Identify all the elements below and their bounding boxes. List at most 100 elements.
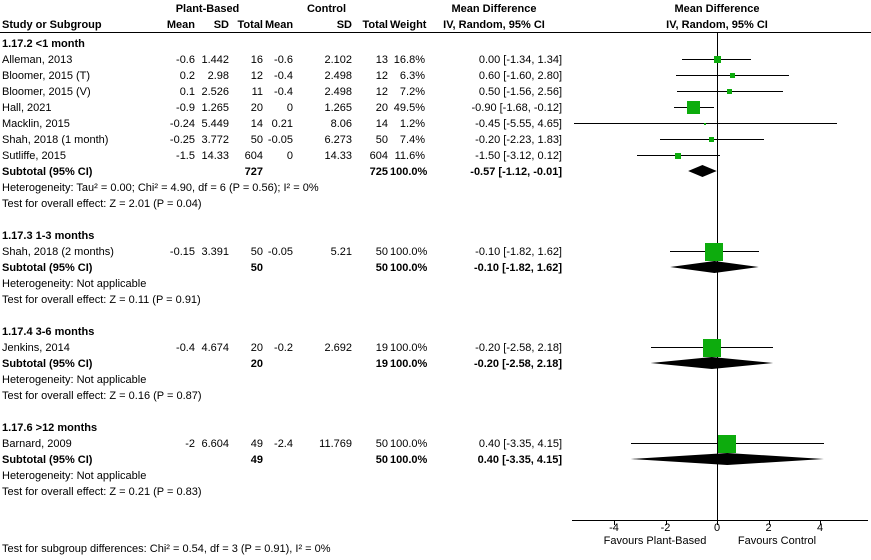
weight-value: 16.8% <box>393 54 425 66</box>
control-mean: -0.4 <box>274 86 293 98</box>
subtotal-label: Subtotal (95% CI) <box>2 262 93 274</box>
overall-effect-text: Test for overall effect: Z = 0.11 (P = 0… <box>2 294 201 306</box>
subtotal-ci-text: -0.20 [-2.58, 2.18] <box>473 358 562 370</box>
subtotal-plant-total: 20 <box>250 358 263 370</box>
control-total: 12 <box>375 70 388 82</box>
subgroup-title: 1.17.6 >12 months <box>2 422 98 434</box>
subtotal-ci-text: -0.57 [-1.12, -0.01] <box>470 166 562 178</box>
plant-sd: 2.526 <box>201 86 229 98</box>
ci-text: -0.20 [-2.23, 1.83] <box>475 134 562 146</box>
control-mean: 0 <box>286 150 293 162</box>
subtotal-control-total: 19 <box>375 358 388 370</box>
control-total: 50 <box>375 438 388 450</box>
group1-header: Plant-Based <box>175 3 240 15</box>
control-mean: 0.21 <box>271 118 293 130</box>
control-mean: -0.05 <box>267 134 293 146</box>
plant-mean: -0.9 <box>176 102 195 114</box>
control-mean: -0.4 <box>274 70 293 82</box>
control-total-header: Total <box>362 19 388 31</box>
control-total: 19 <box>375 342 388 354</box>
study-name: Bloomer, 2015 (V) <box>2 86 91 98</box>
heterogeneity-text: Heterogeneity: Not applicable <box>2 278 147 290</box>
study-row: Alleman, 2013 -0.6 1.442 16 -0.6 2.102 13 16.8%… <box>0 52 871 68</box>
md-column-header-line2: IV, Random, 95% CI <box>443 19 545 31</box>
control-total: 50 <box>375 246 388 258</box>
plant-total: 11 <box>251 86 263 98</box>
study-name: Macklin, 2015 <box>2 118 70 130</box>
favours-right-label: Favours Control <box>737 535 817 547</box>
subgroup-title: 1.17.3 1-3 months <box>2 230 95 242</box>
weight-value: 7.4% <box>399 134 425 146</box>
subtotal-ci-text: 0.40 [-3.35, 4.15] <box>477 454 562 466</box>
plant-sd: 3.772 <box>201 134 229 146</box>
weight-header: Weight <box>390 19 427 31</box>
effect-marker <box>675 152 682 159</box>
control-total: 12 <box>375 86 388 98</box>
subgroup-title: 1.17.4 3-6 months <box>2 326 95 338</box>
subtotal-plant-total: 49 <box>250 454 263 466</box>
axis-tick <box>820 520 821 525</box>
heterogeneity-row: Heterogeneity: Not applicable <box>0 372 871 388</box>
subtotal-weight: 100.0% <box>390 358 428 370</box>
ci-text: -0.20 [-2.58, 2.18] <box>475 342 562 354</box>
overall-effect-text: Test for overall effect: Z = 0.16 (P = 0… <box>2 390 202 402</box>
plant-total: 20 <box>250 342 263 354</box>
subtotal-plant-total: 50 <box>250 262 263 274</box>
control-sd: 8.06 <box>330 118 352 130</box>
plant-mean: -1.5 <box>176 150 195 162</box>
control-total: 13 <box>375 54 388 66</box>
effect-marker <box>704 122 707 125</box>
subtotal-diamond <box>670 261 759 273</box>
control-sd: 2.498 <box>324 86 352 98</box>
control-sd: 2.102 <box>324 54 352 66</box>
study-name: Shah, 2018 (1 month) <box>2 134 109 146</box>
subtotal-weight: 100.0% <box>390 262 428 274</box>
plant-sd: 2.98 <box>207 70 229 82</box>
subtotal-diamond <box>650 357 774 369</box>
ci-text: 0.40 [-3.35, 4.15] <box>478 438 562 450</box>
weight-value: 100.0% <box>390 246 428 258</box>
subgroup-title: 1.17.2 <1 month <box>2 38 85 50</box>
effect-marker <box>709 137 715 142</box>
favours-left-label: Favours Plant-Based <box>603 535 707 547</box>
study-name: Bloomer, 2015 (T) <box>2 70 91 82</box>
axis-tick-label: 4 <box>816 522 824 534</box>
group2-header: Control <box>306 3 347 15</box>
md-column-header-line1: Mean Difference <box>451 3 537 15</box>
control-mean: -0.2 <box>274 342 293 354</box>
plant-sd: 6.604 <box>201 438 229 450</box>
subtotal-row: Subtotal (95% CI) 20 19 100.0% -0.20 [-2.58,… <box>0 356 871 372</box>
subgroup-title-row: 1.17.6 >12 months <box>0 420 871 436</box>
effect-marker <box>702 338 721 357</box>
overall-effect-row: Test for overall effect: Z = 0.16 (P = 0… <box>0 388 871 404</box>
plant-total: 20 <box>250 102 263 114</box>
ci-text: -0.45 [-5.55, 4.65] <box>475 118 562 130</box>
weight-value: 100.0% <box>390 342 428 354</box>
header-row-columns: Study or Subgroup Mean SD Total Mean SD … <box>0 17 871 33</box>
plant-total: 604 <box>244 150 263 162</box>
plant-mean: -0.24 <box>169 118 195 130</box>
study-column-header: Study or Subgroup <box>2 19 102 31</box>
study-name: Sutliffe, 2015 <box>2 150 67 162</box>
study-name: Alleman, 2013 <box>2 54 73 66</box>
zero-line <box>717 33 718 520</box>
subtotal-control-total: 725 <box>369 166 388 178</box>
axis-tick-label: -4 <box>609 522 619 534</box>
plant-total: 50 <box>250 246 263 258</box>
subgroup-difference-test: Test for subgroup differences: Chi² = 0.… <box>2 543 331 555</box>
subtotal-ci-text: -0.10 [-1.82, 1.62] <box>473 262 562 274</box>
control-mean-header: Mean <box>265 19 294 31</box>
control-sd: 1.265 <box>324 102 352 114</box>
weight-value: 7.2% <box>399 86 425 98</box>
effect-marker <box>713 56 721 63</box>
axis-tick <box>665 520 667 525</box>
plant-total: 50 <box>250 134 263 146</box>
overall-effect-row: Test for overall effect: Z = 0.11 (P = 0… <box>0 292 871 308</box>
ci-text: -0.10 [-1.82, 1.62] <box>475 246 562 258</box>
control-sd: 5.21 <box>330 246 352 258</box>
ci-text: 0.60 [-1.60, 2.80] <box>478 70 562 82</box>
plant-mean: -0.4 <box>176 342 195 354</box>
subtotal-weight: 100.0% <box>390 454 428 466</box>
plant-total: 12 <box>250 70 263 82</box>
study-row: Bloomer, 2015 (T) 0.2 2.98 12 -0.4 2.498 12 6.3… <box>0 68 871 84</box>
